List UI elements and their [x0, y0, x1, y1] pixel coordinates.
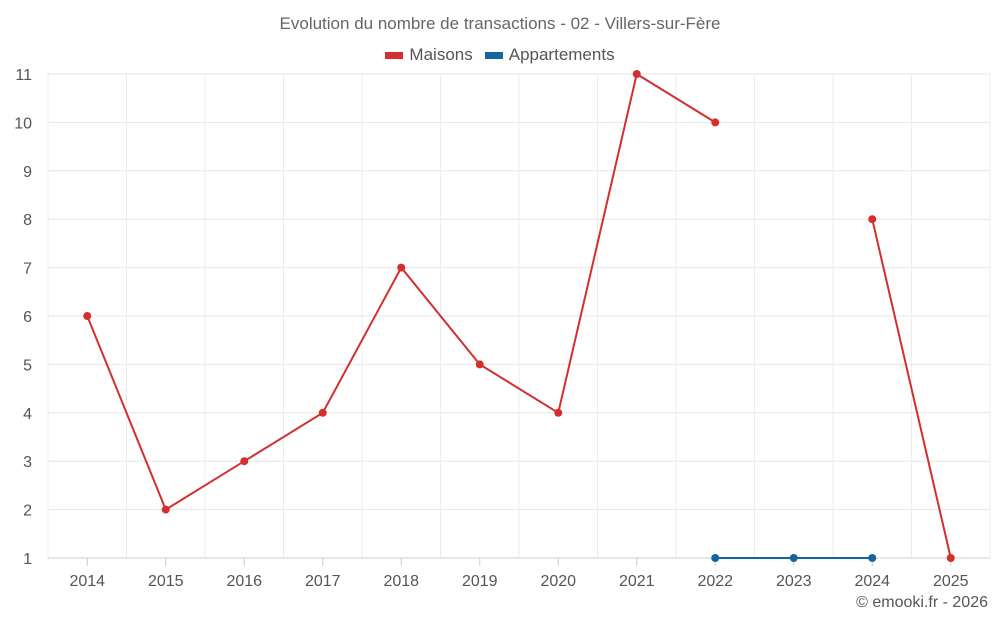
data-point-appartements	[868, 554, 877, 562]
data-point-maisons	[397, 263, 406, 272]
x-tick-label: 2017	[305, 573, 341, 590]
legend: Maisons Appartements	[0, 45, 1000, 65]
x-tick-label: 2016	[226, 573, 262, 590]
legend-item-appartements[interactable]: Appartements	[484, 45, 615, 65]
data-point-maisons	[475, 360, 484, 369]
data-point-maisons	[868, 215, 877, 224]
credit-text: © emooki.fr - 2026	[856, 594, 988, 611]
series-line-maisons	[871, 218, 952, 559]
x-tick-label: 2014	[69, 573, 105, 590]
y-tick-label: 7	[23, 261, 32, 278]
data-point-maisons	[240, 457, 249, 466]
data-point-appartements	[711, 554, 720, 562]
data-point-maisons	[632, 70, 641, 78]
y-tick-label: 8	[23, 212, 32, 229]
x-tick-label: 2022	[697, 573, 733, 590]
legend-swatch-appartements	[484, 51, 503, 59]
legend-label-appartements: Appartements	[508, 45, 615, 64]
x-tick-label: 2023	[776, 573, 812, 590]
x-tick-label: 2025	[933, 573, 969, 590]
x-tick-label: 2019	[462, 573, 498, 590]
x-tick-label: 2020	[540, 573, 576, 590]
x-tick-label: 2018	[383, 573, 419, 590]
data-point-maisons	[318, 408, 327, 417]
y-tick-label: 1	[23, 551, 32, 568]
chart-title: Evolution du nombre de transactions - 02…	[279, 14, 721, 33]
x-tick-label: 2015	[148, 573, 184, 590]
y-tick-label: 11	[15, 67, 32, 84]
y-tick-label: 9	[23, 164, 32, 181]
data-point-maisons	[161, 505, 170, 514]
x-tick-label: 2021	[619, 573, 655, 590]
y-tick-label: 3	[23, 454, 32, 471]
y-tick-label: 6	[23, 309, 32, 326]
x-tick-label: 2024	[854, 573, 890, 590]
y-tick-label: 2	[23, 503, 32, 520]
y-tick-label: 4	[23, 406, 32, 423]
data-point-maisons	[554, 408, 563, 417]
legend-item-maisons[interactable]: Maisons	[385, 45, 473, 65]
series-line-maisons	[86, 72, 716, 512]
legend-swatch-maisons	[385, 51, 404, 59]
data-point-appartements	[789, 554, 798, 562]
y-tick-label: 10	[14, 115, 32, 132]
data-point-maisons	[83, 312, 92, 320]
y-tick-label: 5	[23, 357, 32, 374]
data-point-maisons	[946, 554, 955, 562]
legend-label-maisons: Maisons	[409, 45, 473, 64]
data-point-maisons	[711, 118, 720, 127]
